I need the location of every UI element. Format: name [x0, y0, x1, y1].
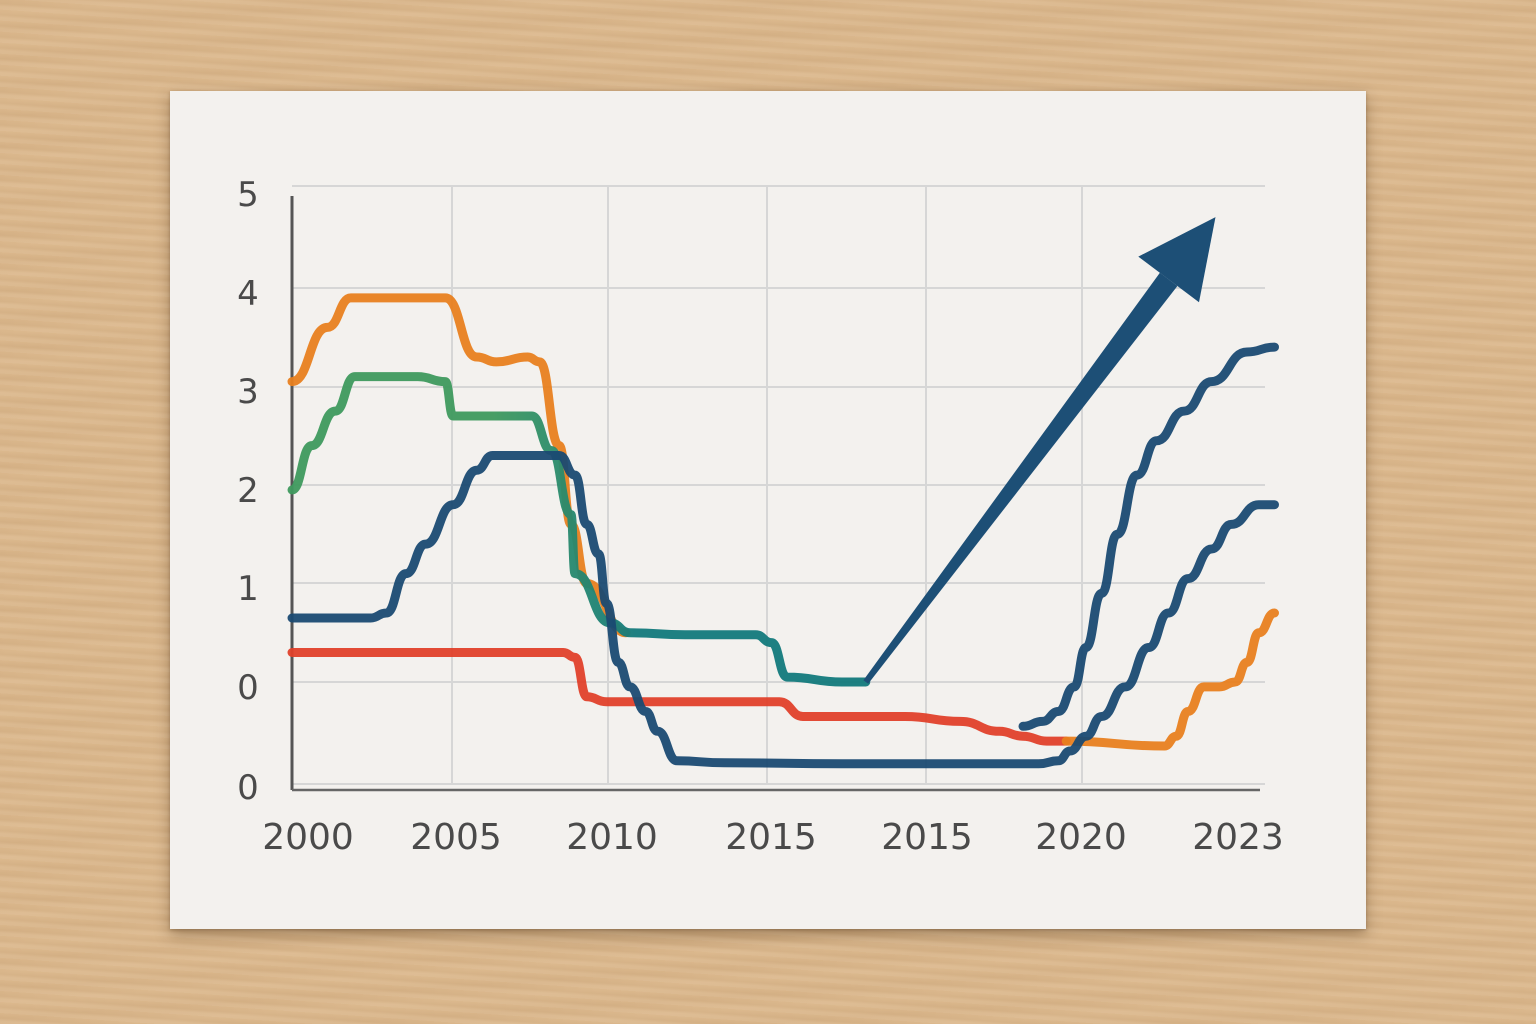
y-tick-label-3: 2: [237, 471, 259, 511]
series-line-2: [287, 647, 1071, 746]
y-tick-label-6: 0: [237, 768, 259, 808]
x-tick-label-1: 2005: [410, 817, 502, 858]
x-tick-label-2: 2010: [566, 817, 658, 858]
y-tick-label-2: 3: [237, 372, 259, 412]
y-tick-label-1: 4: [237, 274, 259, 314]
series-line-1: [287, 372, 871, 687]
y-tick-label-0: 5: [237, 175, 259, 215]
x-tick-label-3: 2015: [725, 817, 817, 858]
x-tick-label-0: 2000: [262, 817, 354, 858]
y-tick-label-5: 0: [237, 668, 259, 708]
x-tick-label-5: 2020: [1035, 817, 1127, 858]
series-line-3: [1061, 608, 1279, 751]
series-line-5: [1018, 342, 1279, 731]
series-line-4: [287, 450, 1279, 769]
trend-arrow-head: [1138, 217, 1216, 303]
chart-card: 5 4 3 2 1 0 0 2000 2005 2010 2015 2015 2020 2023: [170, 91, 1366, 929]
trend-arrow-shaft: [863, 272, 1178, 684]
x-tick-label-4: 2015: [881, 817, 973, 858]
y-tick-label-4: 1: [237, 569, 259, 609]
x-tick-label-6: 2023: [1192, 817, 1284, 858]
